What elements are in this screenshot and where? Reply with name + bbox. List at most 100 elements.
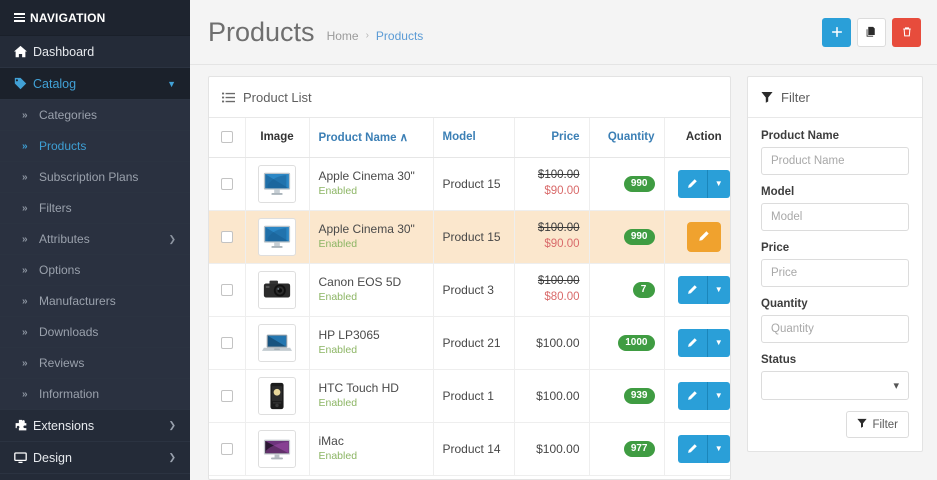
column-header-action: Action [664, 118, 730, 158]
table-row[interactable]: Apple Cinema 30" Enabled Product 15 $100… [209, 157, 730, 211]
chevron-double-right-icon: » [22, 109, 28, 121]
price-original: $100.00 [537, 274, 580, 287]
action-dropdown-toggle[interactable]: ▼ [707, 275, 730, 304]
sidebar-item-information[interactable]: » Information [0, 379, 190, 410]
sidebar-item-subscription-plans[interactable]: » Subscription Plans [0, 162, 190, 193]
sidebar-item-extensions[interactable]: Extensions ❯ [0, 410, 190, 442]
action-dropdown-toggle[interactable]: ▼ [707, 169, 730, 198]
sidebar-item-label: Downloads [39, 325, 99, 339]
row-select-cell [209, 369, 246, 423]
filter-select-status[interactable]: ▾ [761, 371, 909, 400]
page-header: Products Home › Products [190, 0, 937, 65]
breadcrumb-products[interactable]: Products [375, 28, 424, 43]
row-model-cell: Product 3 [433, 263, 515, 317]
sidebar-item-products[interactable]: » Products [0, 131, 190, 162]
row-checkbox[interactable] [220, 390, 233, 403]
column-header-quantity[interactable]: Quantity [589, 118, 665, 158]
table-row[interactable]: iMac Enabled Product 14 $100.00 977 [209, 422, 730, 476]
table-row[interactable]: Apple Cinema 30" Enabled Product 15 $100… [209, 210, 730, 264]
sidebar-item-label: Filters [39, 201, 72, 215]
edit-button[interactable] [677, 328, 708, 357]
sidebar-item-catalog[interactable]: Catalog ▼ [0, 68, 190, 100]
product-status: Enabled [318, 343, 358, 356]
delete-button[interactable] [892, 17, 921, 47]
sidebar-item-downloads[interactable]: » Downloads [0, 317, 190, 348]
breadcrumb-home[interactable]: Home [326, 28, 359, 43]
chevron-double-right-icon: » [22, 326, 28, 338]
row-image-cell [245, 369, 310, 423]
row-select-cell [209, 316, 246, 370]
row-checkbox[interactable] [220, 231, 233, 244]
row-checkbox[interactable] [220, 443, 233, 456]
row-quantity-cell: 977 [589, 422, 665, 476]
sidebar-item-reviews[interactable]: » Reviews [0, 348, 190, 379]
hamburger-icon[interactable] [14, 11, 25, 24]
header-actions [822, 17, 921, 47]
column-header-product-name[interactable]: Product Name ∧ [309, 118, 434, 158]
add-new-button[interactable] [822, 17, 851, 47]
edit-button[interactable] [677, 381, 708, 410]
sidebar-item-options[interactable]: » Options [0, 255, 190, 286]
price-value: $100.00 [536, 441, 580, 456]
filter-submit-button[interactable]: Filter [846, 411, 909, 438]
column-label: Product Name [318, 132, 397, 145]
row-name-cell: Apple Cinema 30" Enabled [309, 157, 434, 211]
select-all-checkbox[interactable] [220, 131, 233, 144]
row-image-cell [245, 422, 310, 476]
puzzle-icon [14, 419, 33, 432]
row-select-cell [209, 210, 246, 264]
filter-label-product-name: Product Name [761, 130, 839, 142]
sidebar-item-attributes[interactable]: » Attributes ❯ [0, 224, 190, 255]
row-select-cell [209, 422, 246, 476]
action-button-group: ▼ [677, 275, 730, 304]
edit-button[interactable] [677, 169, 708, 198]
product-name: HP LP3065 [318, 327, 380, 342]
chevron-double-right-icon: » [22, 171, 28, 183]
product-name: iMac [318, 433, 344, 448]
filter-input-model[interactable] [761, 203, 909, 231]
chevron-double-right-icon: » [22, 264, 28, 276]
filter-input-price[interactable] [761, 259, 909, 287]
chevron-double-right-icon: » [22, 140, 28, 152]
product-table-body: Apple Cinema 30" Enabled Product 15 $100… [209, 157, 730, 476]
column-header-price[interactable]: Price [514, 118, 590, 158]
edit-button-active[interactable] [686, 221, 721, 252]
table-row[interactable]: HP LP3065 Enabled Product 21 $100.00 100… [209, 316, 730, 370]
column-header-image: Image [245, 118, 310, 158]
row-checkbox[interactable] [220, 284, 233, 297]
filter-panel-title: Filter [781, 89, 810, 105]
sidebar-item-label: Options [39, 263, 81, 277]
list-icon [222, 91, 235, 104]
row-checkbox[interactable] [220, 178, 233, 191]
monitor-thumbnail [258, 164, 296, 203]
copy-button[interactable] [857, 17, 886, 47]
filter-group-product-name: Product Name [761, 130, 909, 175]
sidebar-item-label: Extensions [33, 418, 95, 433]
sidebar-item-manufacturers[interactable]: » Manufacturers [0, 286, 190, 317]
action-dropdown-toggle[interactable]: ▼ [707, 328, 730, 357]
sidebar-item-dashboard[interactable]: Dashboard [0, 36, 190, 68]
filter-input-quantity[interactable] [761, 315, 909, 343]
row-checkbox[interactable] [220, 337, 233, 350]
chevron-double-right-icon: » [22, 295, 28, 307]
filter-submit-label: Filter [872, 418, 898, 431]
product-status: Enabled [318, 449, 358, 462]
edit-button[interactable] [677, 434, 708, 463]
main-content: Products Home › Products [190, 0, 937, 480]
edit-button[interactable] [677, 275, 708, 304]
action-dropdown-toggle[interactable]: ▼ [707, 434, 730, 463]
table-row[interactable]: HTC Touch HD Enabled Product 1 $100.00 9… [209, 369, 730, 423]
sidebar-item-categories[interactable]: » Categories [0, 100, 190, 131]
table-row[interactable]: Canon EOS 5D Enabled Product 3 $100.00 $… [209, 263, 730, 317]
sidebar-item-filters[interactable]: » Filters [0, 193, 190, 224]
filter-input-product-name[interactable] [761, 147, 909, 175]
sidebar-item-design[interactable]: Design ❯ [0, 442, 190, 474]
row-name-cell: HTC Touch HD Enabled [309, 369, 434, 423]
column-header-model[interactable]: Model [433, 118, 515, 158]
chevron-double-right-icon: » [22, 233, 28, 245]
action-dropdown-toggle[interactable]: ▼ [707, 381, 730, 410]
phone-thumbnail [258, 376, 296, 415]
row-price-cell: $100.00 $80.00 [514, 263, 590, 317]
product-status: Enabled [318, 184, 358, 197]
